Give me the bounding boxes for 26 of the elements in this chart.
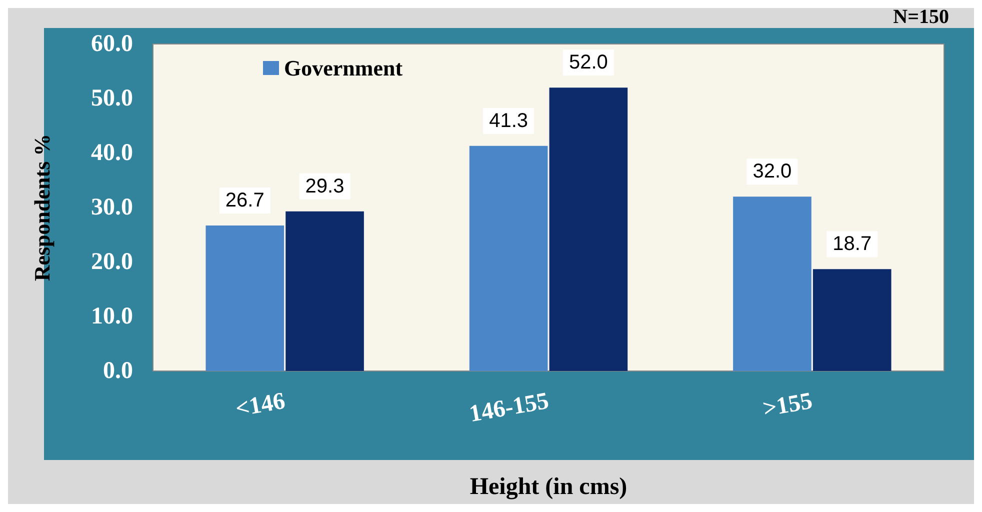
y-tick-label: 20.0 xyxy=(91,249,133,275)
y-tick-label: 10.0 xyxy=(91,304,133,330)
data-label: 18.7 xyxy=(832,233,872,256)
y-tick-label: 60.0 xyxy=(91,31,133,57)
bar xyxy=(469,146,548,371)
text: N=150 xyxy=(893,6,950,28)
data-label: 26.7 xyxy=(225,189,264,212)
legend-label: Government xyxy=(284,56,404,80)
bar xyxy=(206,225,284,371)
x-tick-label: >155 xyxy=(760,388,814,422)
bar xyxy=(286,211,364,371)
y-axis-title: Respondents % xyxy=(30,134,54,282)
bar xyxy=(733,196,812,371)
y-tick-label: 30.0 xyxy=(91,194,133,220)
data-label: 29.3 xyxy=(305,175,344,198)
x-axis-title: Height (in cms) xyxy=(470,474,628,500)
y-tick-label: 50.0 xyxy=(91,86,133,112)
x-tick-label: 146-155 xyxy=(467,388,551,428)
y-tick-label: 0.0 xyxy=(103,358,133,384)
data-label: 52.0 xyxy=(568,52,608,74)
data-label: 41.3 xyxy=(489,110,528,132)
x-tick-label: <146 xyxy=(234,388,288,422)
data-label: 32.0 xyxy=(752,160,792,183)
y-tick-label: 40.0 xyxy=(91,140,133,166)
bar xyxy=(812,269,892,371)
bar xyxy=(549,88,628,371)
